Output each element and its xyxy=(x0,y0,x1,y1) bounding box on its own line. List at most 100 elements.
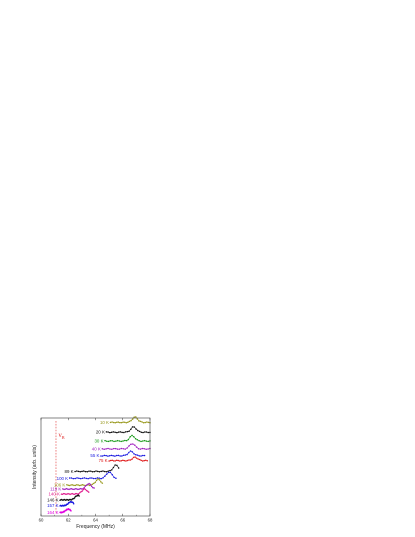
data-point xyxy=(105,454,107,457)
data-point xyxy=(135,454,137,456)
data-point xyxy=(114,431,116,433)
data-point xyxy=(143,447,146,450)
data-point xyxy=(140,440,142,443)
data-point xyxy=(77,488,79,491)
data-point xyxy=(137,448,140,450)
data-point xyxy=(77,484,79,486)
data-point xyxy=(118,440,121,442)
data-point xyxy=(62,488,64,490)
data-point xyxy=(137,458,139,460)
data-point xyxy=(147,448,149,450)
data-point xyxy=(74,470,76,473)
data-point xyxy=(122,421,124,423)
data-point xyxy=(116,448,119,450)
data-point xyxy=(110,454,113,457)
data-point xyxy=(128,459,130,461)
data-point xyxy=(121,431,123,434)
data-point xyxy=(105,431,108,433)
data-point xyxy=(111,440,113,442)
data-point xyxy=(71,484,74,486)
reference-line-label: νB xyxy=(58,431,64,440)
series-label: 146 K xyxy=(47,497,59,502)
data-point xyxy=(142,431,144,434)
data-point xyxy=(138,458,141,461)
data-point xyxy=(70,484,72,486)
data-point xyxy=(136,418,139,420)
data-point xyxy=(76,470,78,472)
data-point xyxy=(120,440,122,443)
data-point xyxy=(112,455,114,457)
data-point xyxy=(78,492,80,495)
reference-line-subscript: B xyxy=(62,435,65,440)
data-point xyxy=(84,485,87,487)
data-point xyxy=(76,484,78,486)
data-point xyxy=(113,447,115,450)
data-point xyxy=(86,470,89,473)
data-point xyxy=(95,479,98,482)
data-point xyxy=(106,440,108,442)
data-point xyxy=(136,439,139,441)
data-point xyxy=(144,421,147,424)
data-point xyxy=(125,439,128,442)
series-label: 40 K xyxy=(92,446,101,451)
data-point xyxy=(115,440,117,442)
data-point xyxy=(111,448,113,450)
data-point xyxy=(135,446,138,448)
data-point xyxy=(133,444,136,446)
data-point xyxy=(87,477,89,480)
data-point xyxy=(109,459,112,462)
data-point xyxy=(131,418,134,420)
data-point xyxy=(122,447,125,450)
data-point xyxy=(120,421,123,424)
data-point xyxy=(94,481,96,484)
data-point xyxy=(78,495,80,497)
data-point xyxy=(62,492,65,495)
data-point xyxy=(147,421,150,424)
data-point xyxy=(126,430,129,433)
data-point xyxy=(105,448,107,450)
data-point xyxy=(68,488,70,491)
data-point xyxy=(146,460,149,462)
series-89-k: 89 K xyxy=(65,464,120,474)
data-point xyxy=(64,488,67,490)
data-point xyxy=(129,436,131,438)
series-label: 157 K xyxy=(47,503,59,508)
data-point xyxy=(143,439,146,442)
data-point xyxy=(133,453,135,455)
data-point xyxy=(92,486,94,489)
x-tick-label: 64 xyxy=(93,518,98,523)
data-point xyxy=(117,459,120,462)
data-point xyxy=(120,447,123,450)
data-point xyxy=(114,422,116,424)
data-point xyxy=(138,430,141,433)
data-point xyxy=(129,450,132,452)
series-157-k: 157 K xyxy=(47,500,75,508)
series-20-k: 20 K xyxy=(96,426,151,435)
data-point xyxy=(89,483,92,486)
data-point xyxy=(144,431,146,433)
data-point xyxy=(128,445,130,447)
data-point xyxy=(104,439,106,442)
data-point xyxy=(135,457,138,459)
data-point xyxy=(141,421,143,423)
data-point xyxy=(145,440,148,442)
data-point xyxy=(103,448,105,451)
data-point xyxy=(119,455,121,457)
data-point xyxy=(74,484,77,487)
data-point xyxy=(113,476,115,479)
data-point xyxy=(77,470,80,473)
data-point xyxy=(104,475,106,477)
data-point xyxy=(121,455,123,457)
series-10-k: 10 K xyxy=(100,416,151,425)
data-point xyxy=(147,440,149,443)
data-point xyxy=(120,459,123,462)
data-point xyxy=(60,493,63,495)
data-point xyxy=(81,477,84,479)
data-point xyxy=(132,443,134,445)
data-point xyxy=(128,420,131,423)
series-label: 10 K xyxy=(100,420,109,425)
series-146-k: 146 K xyxy=(47,494,80,502)
data-point xyxy=(100,477,102,480)
data-point xyxy=(95,470,97,472)
data-point xyxy=(75,488,78,490)
